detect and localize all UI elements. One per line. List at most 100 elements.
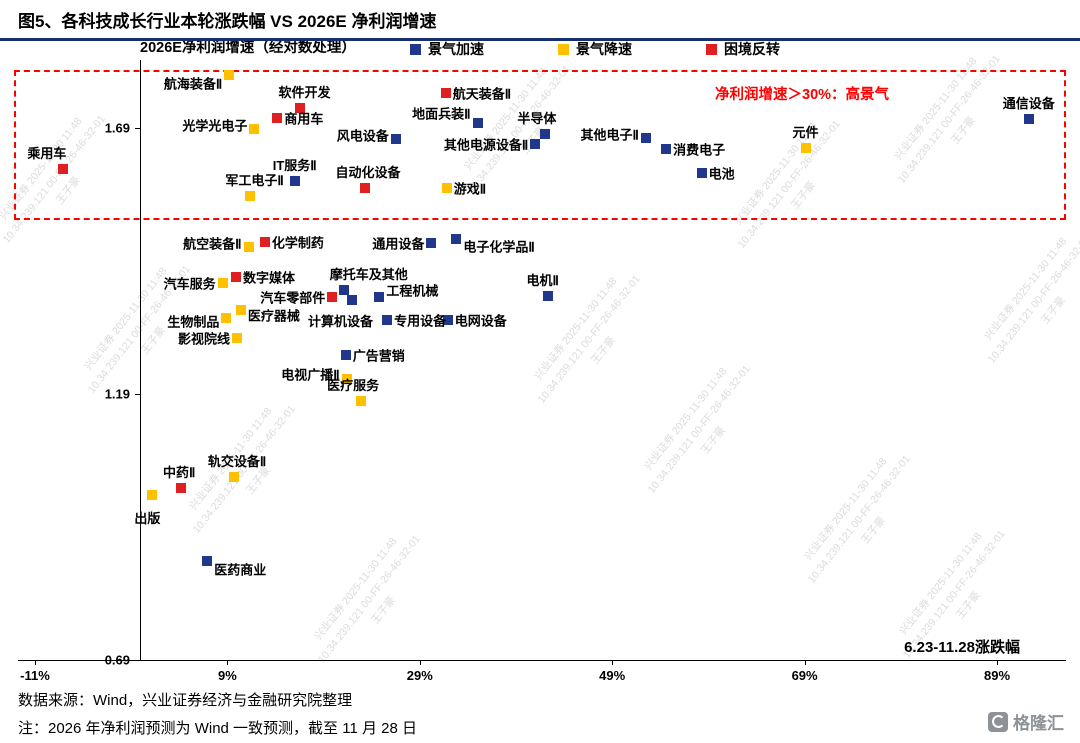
legend-item: 困境反转 (706, 39, 780, 59)
y-tick-mark (135, 128, 140, 129)
scatter-point (202, 556, 213, 567)
point-label: 游戏Ⅱ (453, 181, 487, 197)
scatter-point (341, 374, 352, 385)
scatter-point (272, 112, 283, 123)
scatter-point (327, 292, 338, 303)
point-label: 汽车服务 (163, 276, 216, 292)
scatter-point (661, 143, 672, 154)
scatter-point (259, 237, 270, 248)
data-source-text: 数据来源：Wind，兴业证券经济与金融研究院整理 (18, 692, 353, 709)
scatter-point (224, 69, 235, 80)
legend-swatch-景气加速 (410, 43, 421, 55)
x-tick-mark (997, 660, 998, 665)
y-tick-label: 1.19 (104, 386, 130, 402)
scatter-point (426, 237, 437, 248)
chart-legend: 景气加速 景气降速 困境反转 (410, 39, 780, 59)
scatter-point (382, 314, 393, 325)
x-tick-label: 29% (406, 668, 433, 683)
figure-title: 图5、各科技成长行业本轮涨跌幅 VS 2026E 净利润增速 (18, 12, 437, 31)
point-label: 影视院线 (178, 331, 231, 347)
x-tick-label: 89% (983, 668, 1011, 683)
gelonghui-logo: 格隆汇 (988, 709, 1064, 734)
watermark-text: 兴业证券 2025-11-30 11:48 10.34.239.121 00-FF… (312, 533, 424, 666)
point-label: 消费电子 (673, 142, 726, 158)
x-tick-label: 69% (791, 668, 818, 683)
scatter-point (294, 103, 305, 114)
point-label: 中药Ⅱ (163, 465, 196, 481)
x-tick-label: -11% (20, 668, 50, 683)
point-label: 软件开发 (278, 85, 331, 101)
point-label: 光学光电子 (182, 118, 248, 134)
point-label: 军工电子Ⅱ (225, 173, 284, 189)
scatter-point (244, 191, 255, 202)
scatter-point (359, 182, 370, 193)
x-tick-mark (612, 660, 614, 665)
point-label: IT服务Ⅱ (272, 158, 317, 174)
point-label: 广告营销 (352, 348, 405, 364)
x-tick-mark (419, 660, 421, 665)
scatter-point (800, 143, 811, 154)
point-label: 航空装备Ⅱ (183, 236, 242, 252)
watermark-text: 兴业证券 2025-11-30 11:48 10.34.239.121 00-FF… (642, 363, 754, 496)
scatter-point (640, 132, 651, 143)
footnote-text: 注：2026 年净利润预测为 Wind 一致预测，截至 11 月 28 日 (18, 720, 417, 737)
x-axis-label: 6.23-11.28涨跌幅 (904, 639, 1020, 656)
scatter-point (472, 117, 483, 128)
legend-label: 景气加速 (428, 41, 484, 57)
scatter-point (57, 164, 68, 175)
x-tick-mark (804, 660, 806, 665)
x-tick-mark (227, 660, 229, 665)
legend-item: 景气加速 (410, 39, 484, 59)
legend-swatch-困境反转 (706, 43, 717, 55)
point-label: 风电设备 (336, 128, 389, 144)
y-tick-label: 1.69 (104, 120, 130, 136)
scatter-point (539, 129, 550, 140)
point-label: 自动化设备 (335, 164, 401, 180)
scatter-point (235, 305, 246, 316)
point-label: 地面兵装Ⅱ (412, 106, 471, 122)
y-tick-mark (135, 660, 140, 661)
scatter-point (221, 313, 232, 324)
scatter-point (451, 233, 462, 244)
point-label: 电子化学品Ⅱ (463, 239, 535, 255)
y-axis (140, 60, 141, 660)
scatter-point (356, 396, 367, 407)
legend-label: 困境反转 (724, 41, 780, 57)
point-label: 乘用车 (27, 146, 67, 162)
scatter-point (243, 242, 254, 253)
gelonghui-logo-text: 格隆汇 (1013, 714, 1064, 733)
point-label: 航天装备Ⅱ (452, 86, 512, 102)
scatter-point (374, 292, 385, 303)
point-label: 通用设备 (372, 236, 425, 252)
scatter-point (390, 133, 401, 144)
legend-item: 景气降速 (558, 39, 632, 59)
scatter-point (530, 138, 541, 149)
legend-label: 景气降速 (576, 41, 632, 57)
point-label: 电机Ⅱ (526, 273, 559, 289)
watermark-text: 兴业证券 2025-11-30 11:48 10.34.239.121 00-FF… (982, 233, 1080, 366)
x-tick-label: 9% (217, 668, 237, 683)
scatter-point (347, 295, 358, 306)
scatter-point (232, 332, 243, 343)
scatter-point (440, 87, 451, 98)
x-tick-label: 49% (599, 668, 626, 683)
scatter-point (338, 284, 349, 295)
y-tick-label: 0.69 (104, 652, 130, 668)
y-tick-mark (135, 394, 140, 395)
chart-axis-title: 2026E净利润增速（经对数处理） (140, 40, 356, 56)
x-axis (18, 660, 1066, 661)
scatter-point (176, 483, 187, 494)
point-label: 其他电子Ⅱ (580, 127, 639, 143)
point-label: 商用车 (284, 111, 324, 127)
point-label: 生物制品 (167, 314, 220, 330)
point-label: 出版 (134, 511, 161, 527)
point-label: 电网设备 (454, 313, 507, 329)
point-label: 化学制药 (271, 235, 324, 251)
scatter-point (217, 278, 228, 289)
point-label: 摩托车及其他 (329, 266, 408, 282)
point-label: 工程机械 (386, 283, 439, 299)
point-label: 医疗服务 (327, 378, 380, 394)
point-label: 汽车零部件 (260, 290, 326, 306)
